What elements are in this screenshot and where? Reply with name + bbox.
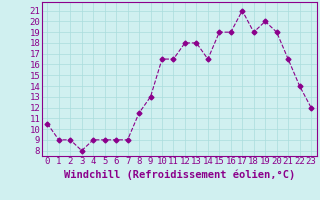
X-axis label: Windchill (Refroidissement éolien,°C): Windchill (Refroidissement éolien,°C)	[64, 169, 295, 180]
